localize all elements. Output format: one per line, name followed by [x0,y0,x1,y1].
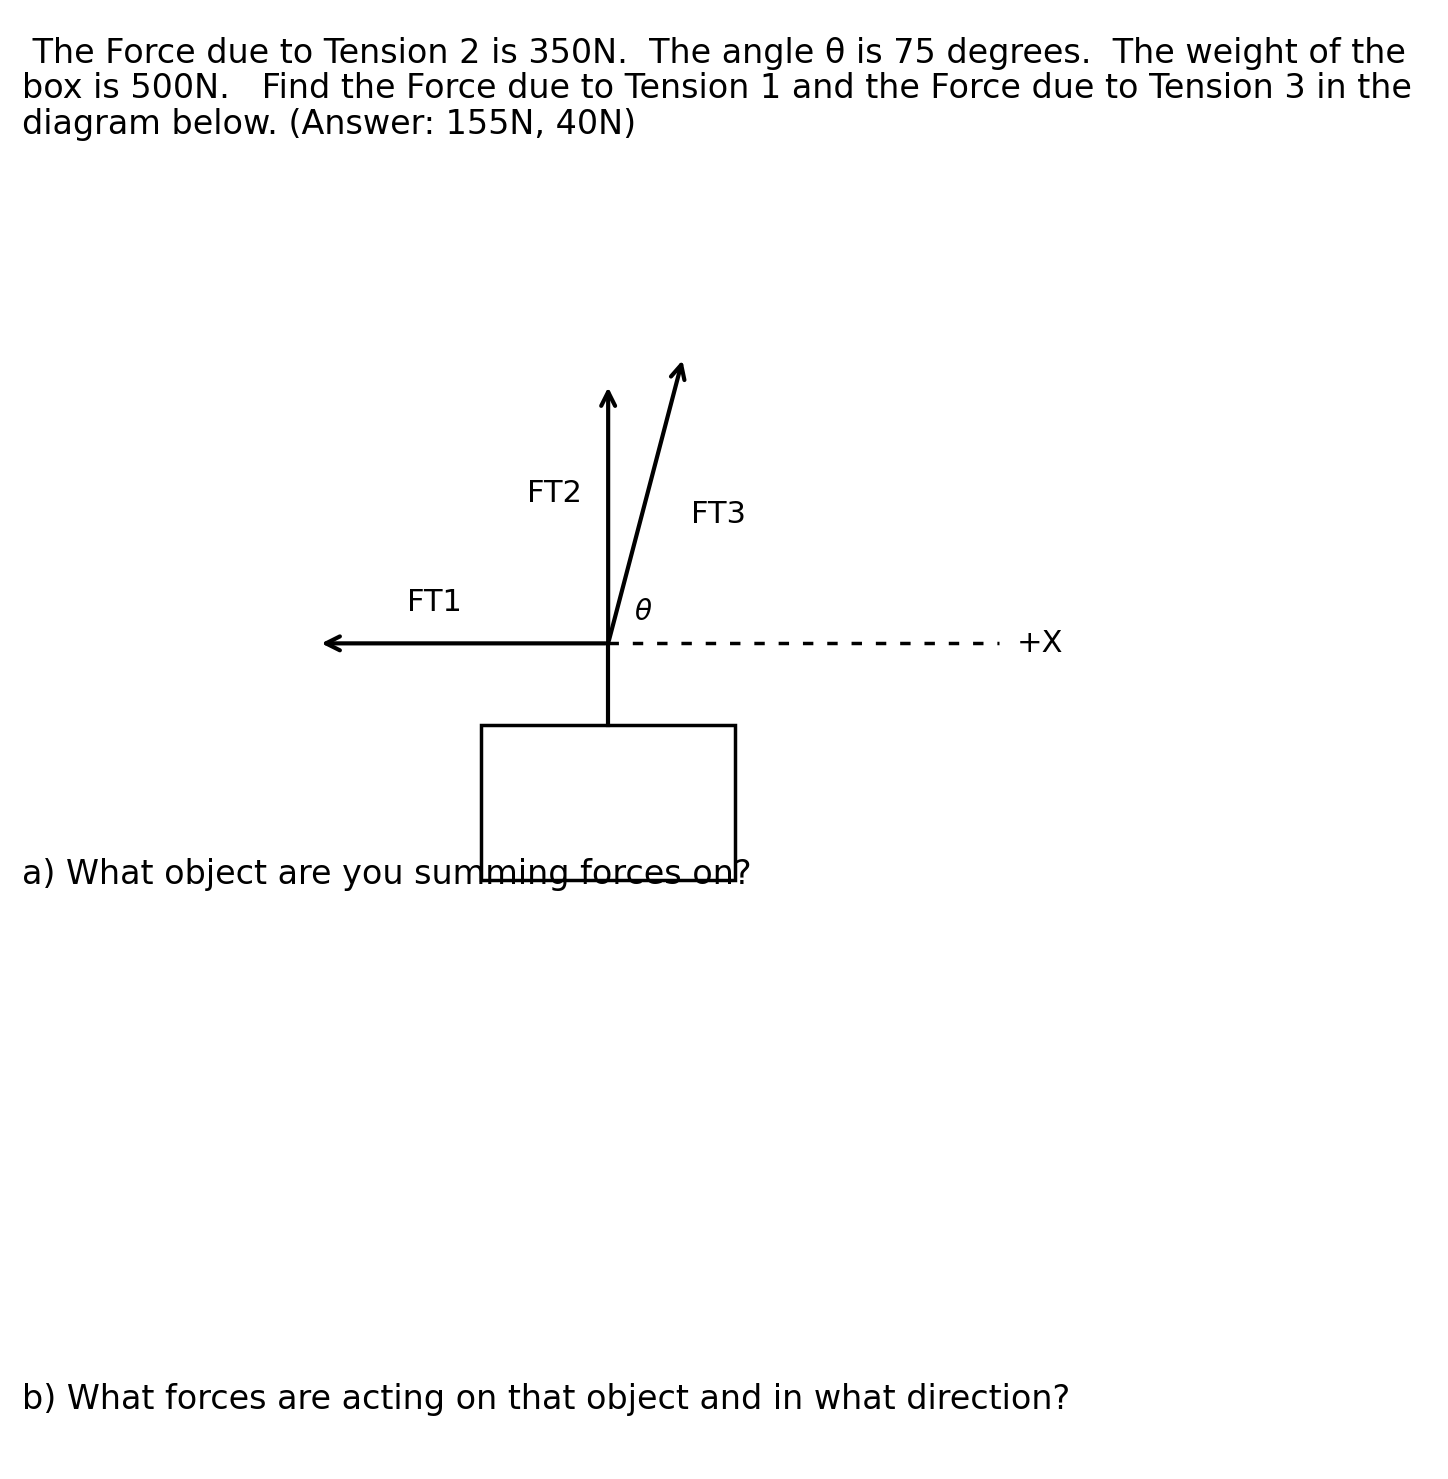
Text: FT3: FT3 [691,500,746,529]
Text: +X: +X [1016,629,1063,658]
Text: a) What object are you summing forces on?: a) What object are you summing forces on… [22,858,752,890]
Text: box is 500N.   Find the Force due to Tension 1 and the Force due to Tension 3 in: box is 500N. Find the Force due to Tensi… [22,72,1412,105]
Text: FT1: FT1 [407,587,462,617]
Text: The Force due to Tension 2 is 350N.  The angle θ is 75 degrees.  The weight of t: The Force due to Tension 2 is 350N. The … [22,37,1406,70]
Text: θ: θ [634,598,652,626]
Bar [481,725,736,880]
Text: b) What forces are acting on that object and in what direction?: b) What forces are acting on that object… [22,1383,1070,1415]
Text: diagram below. (Answer: 155N, 40N): diagram below. (Answer: 155N, 40N) [22,108,636,141]
Text: FT2: FT2 [527,479,582,507]
